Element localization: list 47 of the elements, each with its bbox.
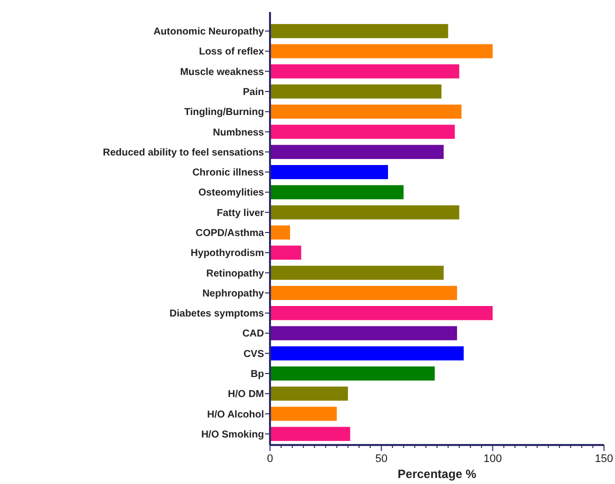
y-tick-label: Numbness bbox=[212, 127, 264, 138]
bar bbox=[270, 44, 493, 58]
bar bbox=[270, 266, 444, 280]
y-tick-label: Retinopathy bbox=[206, 268, 264, 280]
y-tick-label: Osteomylities bbox=[198, 188, 264, 199]
x-tick-label: 100 bbox=[483, 453, 502, 465]
y-tick-label: Bp bbox=[250, 368, 264, 380]
bar bbox=[270, 326, 458, 340]
y-tick-label: CVS bbox=[243, 348, 264, 360]
bar bbox=[270, 64, 460, 78]
bar bbox=[270, 165, 388, 180]
bar bbox=[270, 124, 455, 139]
y-tick-label: Hypothyrodism bbox=[190, 248, 264, 260]
bar bbox=[270, 306, 493, 320]
y-tick-label: Reduced ability to feel sensations bbox=[102, 147, 264, 158]
bar bbox=[270, 426, 350, 441]
bar bbox=[270, 185, 404, 200]
bar bbox=[270, 386, 348, 401]
bar bbox=[270, 366, 435, 381]
bar bbox=[270, 406, 337, 421]
bar bbox=[270, 84, 442, 99]
y-tick-label: Chronic illness bbox=[192, 168, 264, 179]
bar bbox=[270, 286, 458, 300]
y-tick-label: Nephropathy bbox=[202, 288, 264, 300]
bar bbox=[270, 346, 464, 360]
bar bbox=[270, 246, 302, 260]
y-tick-label: Tingling/Burning bbox=[184, 107, 264, 118]
y-tick-label: H/O Smoking bbox=[201, 429, 264, 440]
y-tick-label: H/O Alcohol bbox=[207, 409, 264, 420]
x-tick-label: 50 bbox=[375, 453, 388, 465]
bar bbox=[270, 144, 444, 159]
y-tick-label: Muscle weakness bbox=[180, 66, 264, 78]
y-tick-label: Loss of reflex bbox=[198, 46, 264, 58]
y-tick-label: COPD/Asthma bbox=[196, 228, 264, 239]
y-tick-label: Autonomic Neuropathy bbox=[153, 26, 264, 38]
x-tick-label: 150 bbox=[594, 453, 614, 465]
x-axis-title: Percentage % bbox=[398, 467, 477, 481]
y-tick-label: CAD bbox=[242, 328, 264, 340]
y-tick-label: Diabetes symptoms bbox=[170, 308, 264, 320]
x-tick-label: 0 bbox=[266, 453, 274, 465]
y-tick-label: Fatty liver bbox=[216, 208, 264, 219]
bar bbox=[270, 24, 448, 38]
y-tick-label: H/O DM bbox=[228, 389, 264, 400]
bar bbox=[270, 205, 460, 220]
bar bbox=[270, 225, 290, 240]
y-tick-label: Pain bbox=[242, 87, 264, 98]
bar bbox=[270, 104, 462, 119]
